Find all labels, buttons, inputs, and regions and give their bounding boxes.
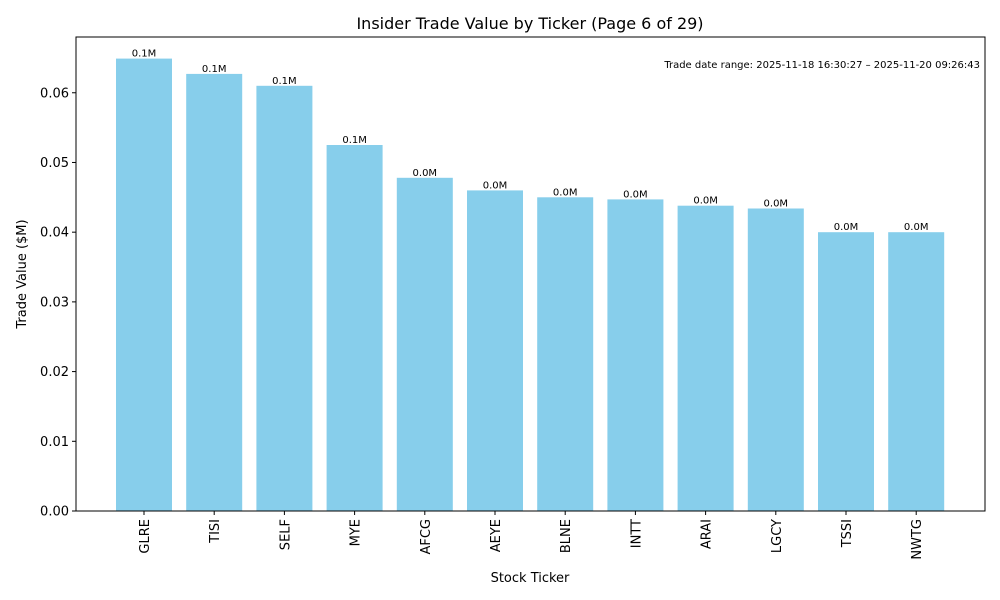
y-tick-label: 0.05 (40, 156, 69, 171)
bar-value-label: 0.1M (272, 76, 297, 87)
y-tick-label: 0.02 (40, 365, 69, 380)
bar-value-label: 0.1M (202, 64, 227, 75)
bar-self (256, 85, 313, 512)
x-axis-title: Stock Ticker (491, 571, 570, 586)
x-tick-label: NWTG (910, 519, 925, 560)
bar-nwtg (888, 232, 945, 511)
bar-value-label: 0.1M (132, 49, 157, 60)
plot-frame (75, 36, 986, 512)
x-tick-label: AFCG (419, 519, 434, 555)
x-axis: GLRE TISI SELF MYE AFCG AEYE BLNE INTT ARAI LGCY T… (138, 511, 925, 560)
bars-group (116, 58, 945, 512)
bar-value-label: 0.0M (483, 180, 508, 191)
bar-intt (607, 199, 664, 511)
x-tick-label: GLRE (138, 519, 153, 554)
bar-value-label: 0.0M (693, 196, 718, 207)
bar-arai (677, 205, 734, 511)
x-tick-label: AEYE (489, 519, 504, 552)
bar-aeye (467, 190, 523, 511)
chart-title: Insider Trade Value by Ticker (Page 6 of… (356, 14, 703, 33)
bar-value-label: 0.0M (553, 187, 578, 198)
x-tick-label: TSSI (840, 519, 855, 548)
x-tick-label: ARAI (700, 519, 715, 549)
bar-tisi (186, 73, 243, 512)
bar-lgcy (747, 208, 804, 511)
x-tick-label: INTT (629, 519, 644, 548)
bar-blne (537, 197, 594, 512)
x-tick-label: LGCY (770, 519, 785, 553)
y-tick-label: 0.01 (40, 435, 69, 450)
bar-value-label: 0.0M (413, 168, 438, 179)
x-tick-label: BLNE (559, 519, 574, 553)
bar-value-label: 0.0M (623, 189, 648, 200)
date-range-annotation: Trade date range: 2025-11-18 16:30:27 – … (663, 60, 980, 71)
y-tick-label: 0.04 (40, 226, 69, 241)
y-tick-label: 0.00 (40, 505, 69, 520)
x-tick-label: SELF (278, 519, 293, 550)
y-axis-title: Trade Value ($M) (15, 219, 30, 329)
y-tick-label: 0.03 (40, 295, 69, 310)
y-axis: 0.00 0.01 0.02 0.03 0.04 0.05 0.06 (40, 86, 76, 520)
bar-glre (116, 58, 172, 511)
bar-value-label: 0.1M (342, 135, 367, 146)
bar-value-label: 0.0M (834, 222, 859, 233)
y-tick-label: 0.06 (40, 86, 69, 101)
bar-labels-group: 0.1M 0.1M 0.1M 0.1M 0.0M 0.0M 0.0M 0.0M 0.0M 0.0M… (132, 49, 929, 234)
bar-value-label: 0.0M (764, 199, 789, 210)
x-tick-label: TISI (208, 519, 223, 544)
bar-mye (326, 145, 383, 511)
bar-afcg (396, 177, 453, 512)
x-tick-label: MYE (349, 519, 364, 546)
bar-value-label: 0.0M (904, 222, 929, 233)
bar-tssi (818, 232, 874, 511)
